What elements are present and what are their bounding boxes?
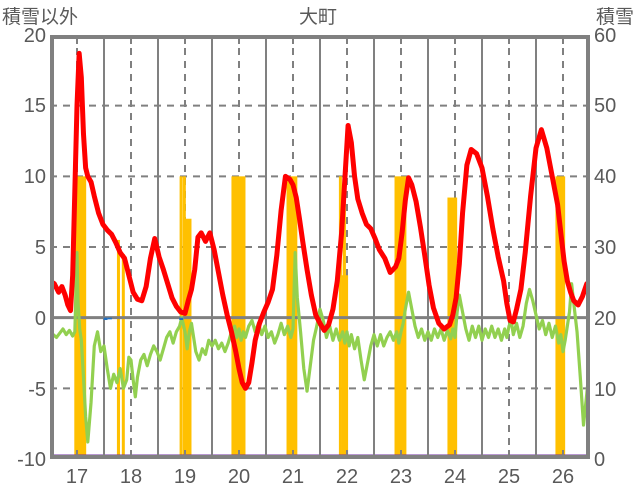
y-tick-left-6: -10 <box>17 449 46 471</box>
blue-markers <box>103 317 184 321</box>
y-tick-right-5: 10 <box>594 379 617 401</box>
plot-area <box>50 35 590 459</box>
right-axis-title: 積雪 <box>595 7 634 28</box>
grid-lines <box>50 35 590 459</box>
y-tick-right-6: 0 <box>594 449 606 471</box>
x-tick-9: 26 <box>551 466 575 488</box>
x-tick-5: 22 <box>335 466 359 488</box>
y-tick-right-1: 50 <box>594 95 617 117</box>
x-tick-2: 19 <box>173 466 197 488</box>
left-axis-title: 積雪以外 <box>2 7 79 28</box>
x-tick-4: 21 <box>281 466 305 488</box>
y-tick-left-0: 20 <box>23 25 46 47</box>
y-tick-left-5: -5 <box>28 379 46 401</box>
y-tick-left-2: 10 <box>23 166 46 188</box>
chart-canvas <box>50 35 590 459</box>
x-tick-8: 25 <box>497 466 521 488</box>
x-tick-1: 18 <box>119 466 143 488</box>
y-tick-left-4: 0 <box>34 308 46 330</box>
x-tick-3: 20 <box>227 466 251 488</box>
y-tick-right-2: 40 <box>594 166 617 188</box>
x-tick-6: 23 <box>389 466 413 488</box>
y-tick-right-4: 20 <box>594 308 617 330</box>
y-tick-left-3: 5 <box>34 237 46 259</box>
x-tick-7: 24 <box>443 466 467 488</box>
plot-frame <box>50 35 590 459</box>
red-line <box>50 50 590 391</box>
green-line <box>50 251 590 444</box>
x-tick-0: 17 <box>65 466 89 488</box>
y-tick-left-1: 15 <box>23 95 46 117</box>
y-tick-right-3: 30 <box>594 237 617 259</box>
chart-title: 大町 <box>298 7 337 28</box>
y-tick-right-0: 60 <box>594 25 617 47</box>
